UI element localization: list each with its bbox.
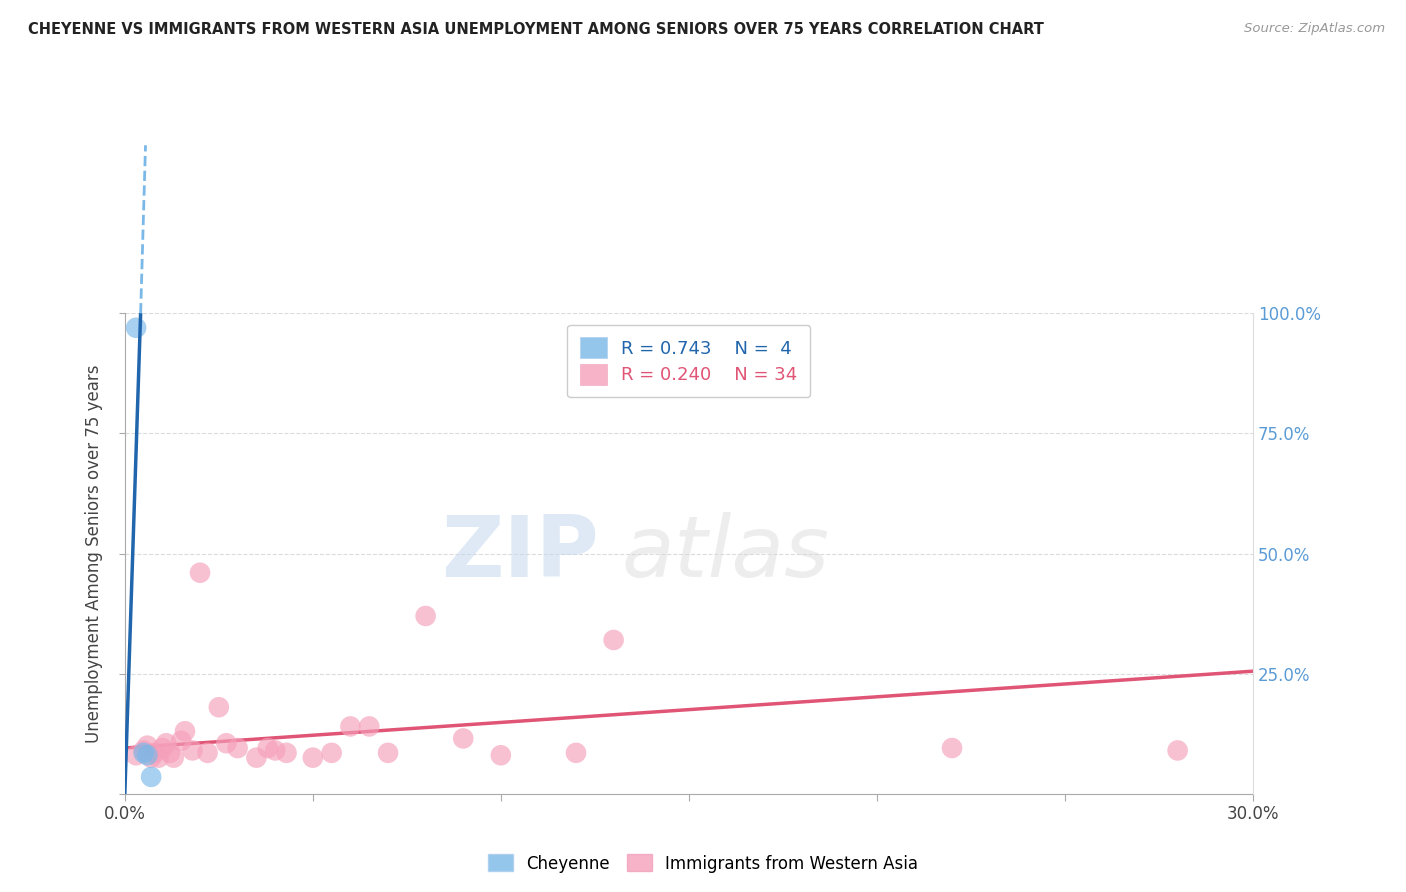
- Point: [125, 748, 148, 763]
- Point: [163, 750, 186, 764]
- Point: [159, 746, 181, 760]
- Text: CHEYENNE VS IMMIGRANTS FROM WESTERN ASIA UNEMPLOYMENT AMONG SENIORS OVER 75 YEAR: CHEYENNE VS IMMIGRANTS FROM WESTERN ASIA…: [28, 22, 1045, 37]
- Point: [215, 736, 238, 750]
- Text: atlas: atlas: [621, 512, 830, 595]
- Point: [136, 739, 159, 753]
- Point: [602, 632, 624, 647]
- Y-axis label: Unemployment Among Seniors over 75 years: Unemployment Among Seniors over 75 years: [86, 364, 103, 743]
- Point: [188, 566, 211, 580]
- Legend: Cheyenne, Immigrants from Western Asia: Cheyenne, Immigrants from Western Asia: [481, 847, 925, 880]
- Point: [208, 700, 231, 714]
- Point: [264, 743, 287, 757]
- Point: [301, 750, 323, 764]
- Text: ZIP: ZIP: [441, 512, 599, 595]
- Point: [170, 734, 193, 748]
- Point: [226, 741, 249, 756]
- Point: [276, 746, 298, 760]
- Point: [941, 741, 963, 756]
- Point: [377, 746, 399, 760]
- Point: [197, 746, 219, 760]
- Point: [256, 741, 278, 756]
- Point: [132, 746, 155, 760]
- Point: [415, 609, 437, 624]
- Legend: R = 0.743    N =  4, R = 0.240    N = 34: R = 0.743 N = 4, R = 0.240 N = 34: [567, 325, 810, 397]
- Point: [181, 743, 204, 757]
- Point: [132, 743, 155, 757]
- Point: [565, 746, 588, 760]
- Point: [489, 748, 512, 763]
- Point: [136, 748, 159, 763]
- Point: [143, 746, 166, 760]
- Point: [321, 746, 343, 760]
- Point: [245, 750, 267, 764]
- Point: [141, 750, 163, 764]
- Point: [155, 736, 177, 750]
- Point: [152, 741, 174, 756]
- Point: [1167, 743, 1189, 757]
- Text: Source: ZipAtlas.com: Source: ZipAtlas.com: [1244, 22, 1385, 36]
- Point: [125, 320, 148, 334]
- Point: [141, 770, 163, 784]
- Point: [359, 719, 381, 733]
- Point: [451, 731, 474, 746]
- Point: [339, 719, 361, 733]
- Point: [174, 724, 197, 739]
- Point: [148, 750, 170, 764]
